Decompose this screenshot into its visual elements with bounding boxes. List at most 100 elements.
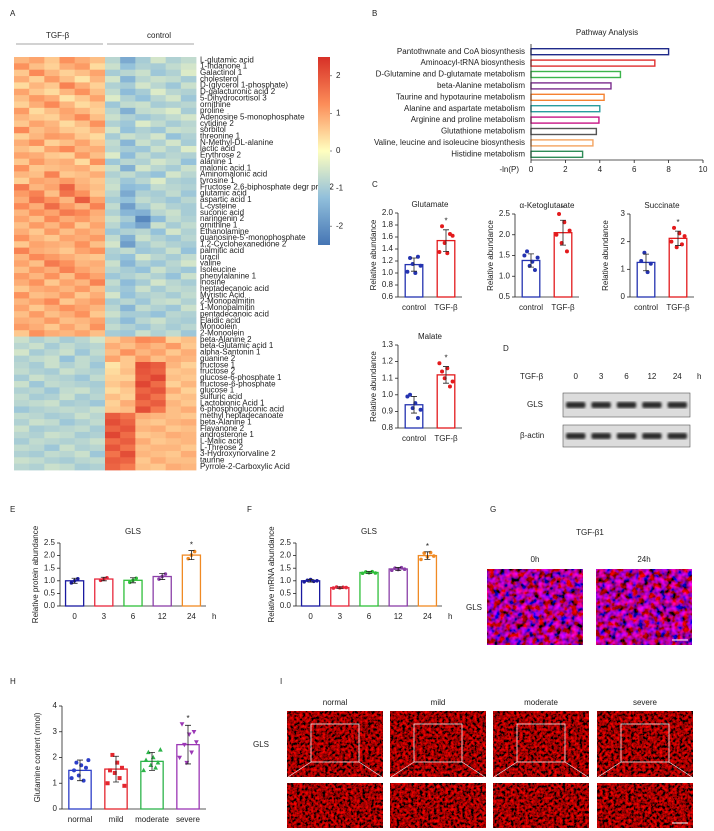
category-label: Alanine and aspartate metabolism xyxy=(404,104,525,113)
heatmap-cell xyxy=(74,330,91,337)
heatmap-cell xyxy=(135,406,151,414)
heatmap-cell xyxy=(89,222,106,229)
row-label: 1-Monopalmitin xyxy=(200,303,255,312)
heatmap-cell xyxy=(29,88,45,96)
heatmap-cell xyxy=(105,349,121,357)
heatmap-cell xyxy=(74,444,91,452)
heatmap-cell xyxy=(135,279,151,287)
heatmap-cell xyxy=(120,57,136,64)
heatmap-cell xyxy=(105,279,121,287)
x-tick-label: 6 xyxy=(367,612,372,621)
data-point xyxy=(108,768,113,773)
heatmap-cell xyxy=(89,266,106,274)
heatmap-cell xyxy=(150,196,167,204)
heatmap-cell xyxy=(180,444,197,452)
heatmap-cell xyxy=(165,171,182,179)
heatmap-cell xyxy=(135,336,151,344)
heatmap-cell xyxy=(150,215,167,223)
x-tick-label: 0 xyxy=(308,612,313,621)
category-label: Histidine metabolism xyxy=(451,149,525,158)
heatmap-cell xyxy=(180,349,197,357)
row-label: sulfuric acid xyxy=(200,392,242,401)
heatmap-cell xyxy=(89,107,106,115)
heatmap-cell xyxy=(165,215,182,223)
heatmap-cell xyxy=(135,298,151,306)
heatmap-cell xyxy=(14,311,30,318)
zoom-box xyxy=(310,723,360,763)
heatmap-cell xyxy=(120,463,136,471)
heatmap-cell xyxy=(135,76,151,83)
heatmap-cell xyxy=(74,266,91,274)
tissue-zoom xyxy=(597,783,693,828)
heatmap-cell xyxy=(74,285,91,293)
heatmap-cell xyxy=(29,444,45,452)
heatmap-cell xyxy=(89,330,106,337)
heatmap-cell xyxy=(14,292,30,299)
heatmap-cell xyxy=(165,336,182,344)
data-point xyxy=(532,268,537,273)
heatmap-cell xyxy=(180,393,197,401)
heatmap-cell xyxy=(29,57,45,64)
heatmap-cell xyxy=(105,76,121,83)
heatmap-cell xyxy=(165,406,182,414)
heatmap-cell xyxy=(180,406,197,414)
heatmap-cell xyxy=(180,88,197,96)
data-point xyxy=(150,754,156,760)
heatmap-cell xyxy=(120,323,136,331)
heatmap-cell xyxy=(29,400,45,407)
heatmap-cell xyxy=(59,355,76,363)
heatmap-cell xyxy=(120,336,136,344)
heatmap-cell xyxy=(105,336,121,344)
heatmap-cell xyxy=(74,57,91,64)
row-label: tyrosine 1 xyxy=(200,176,235,185)
data-point xyxy=(81,778,86,783)
heatmap-cell xyxy=(150,209,167,217)
heatmap-cell xyxy=(74,387,91,395)
heatmap-cell xyxy=(29,260,45,268)
heatmap-cell xyxy=(180,292,197,299)
panel-letter: A xyxy=(10,9,16,18)
error-bar xyxy=(185,724,191,765)
heatmap-cell xyxy=(59,57,76,64)
heatmap-cell xyxy=(105,152,121,160)
heatmap-cell xyxy=(135,438,151,445)
heatmap-cell xyxy=(59,450,76,458)
data-point xyxy=(428,550,433,555)
heatmap-cell xyxy=(150,126,167,134)
y-tick-label: 1.5 xyxy=(44,563,56,572)
heatmap-cell xyxy=(120,450,136,458)
heatmap-cell xyxy=(44,222,60,229)
zoom-box xyxy=(620,723,670,763)
heatmap-cell xyxy=(105,400,121,407)
heatmap-cell xyxy=(120,95,136,102)
heatmap-cell xyxy=(74,241,91,249)
heatmap-cell xyxy=(105,120,121,128)
heatmap-cell xyxy=(165,292,182,299)
data-point xyxy=(189,750,194,755)
y-tick-label: 2.0 xyxy=(280,551,292,560)
heatmap-cell xyxy=(135,457,151,465)
tissue-image xyxy=(390,711,486,777)
heatmap-cell xyxy=(44,82,60,90)
heatmap-cell xyxy=(89,450,106,458)
heatmap-cell xyxy=(165,412,182,420)
blot-band xyxy=(566,402,586,408)
heatmap-cell xyxy=(74,463,91,471)
data-point xyxy=(112,770,117,775)
colorbar-tick-label: -2 xyxy=(336,221,344,230)
heatmap-cell xyxy=(59,361,76,369)
heatmap-cell xyxy=(74,438,91,445)
row-label: proline xyxy=(200,106,225,115)
heatmap-cell xyxy=(89,457,106,465)
heatmap-cell xyxy=(14,126,30,134)
heatmap-cell xyxy=(14,133,30,140)
data-point xyxy=(440,369,445,374)
heatmap-cell xyxy=(105,145,121,153)
y-tick-label: 0.9 xyxy=(382,407,394,416)
heatmap-cell xyxy=(150,88,167,96)
x-tick-label: 6 xyxy=(632,165,637,174)
heatmap-cell xyxy=(180,222,197,229)
row-label: 2-Monoolein xyxy=(200,329,244,338)
heatmap-cell xyxy=(29,171,45,179)
